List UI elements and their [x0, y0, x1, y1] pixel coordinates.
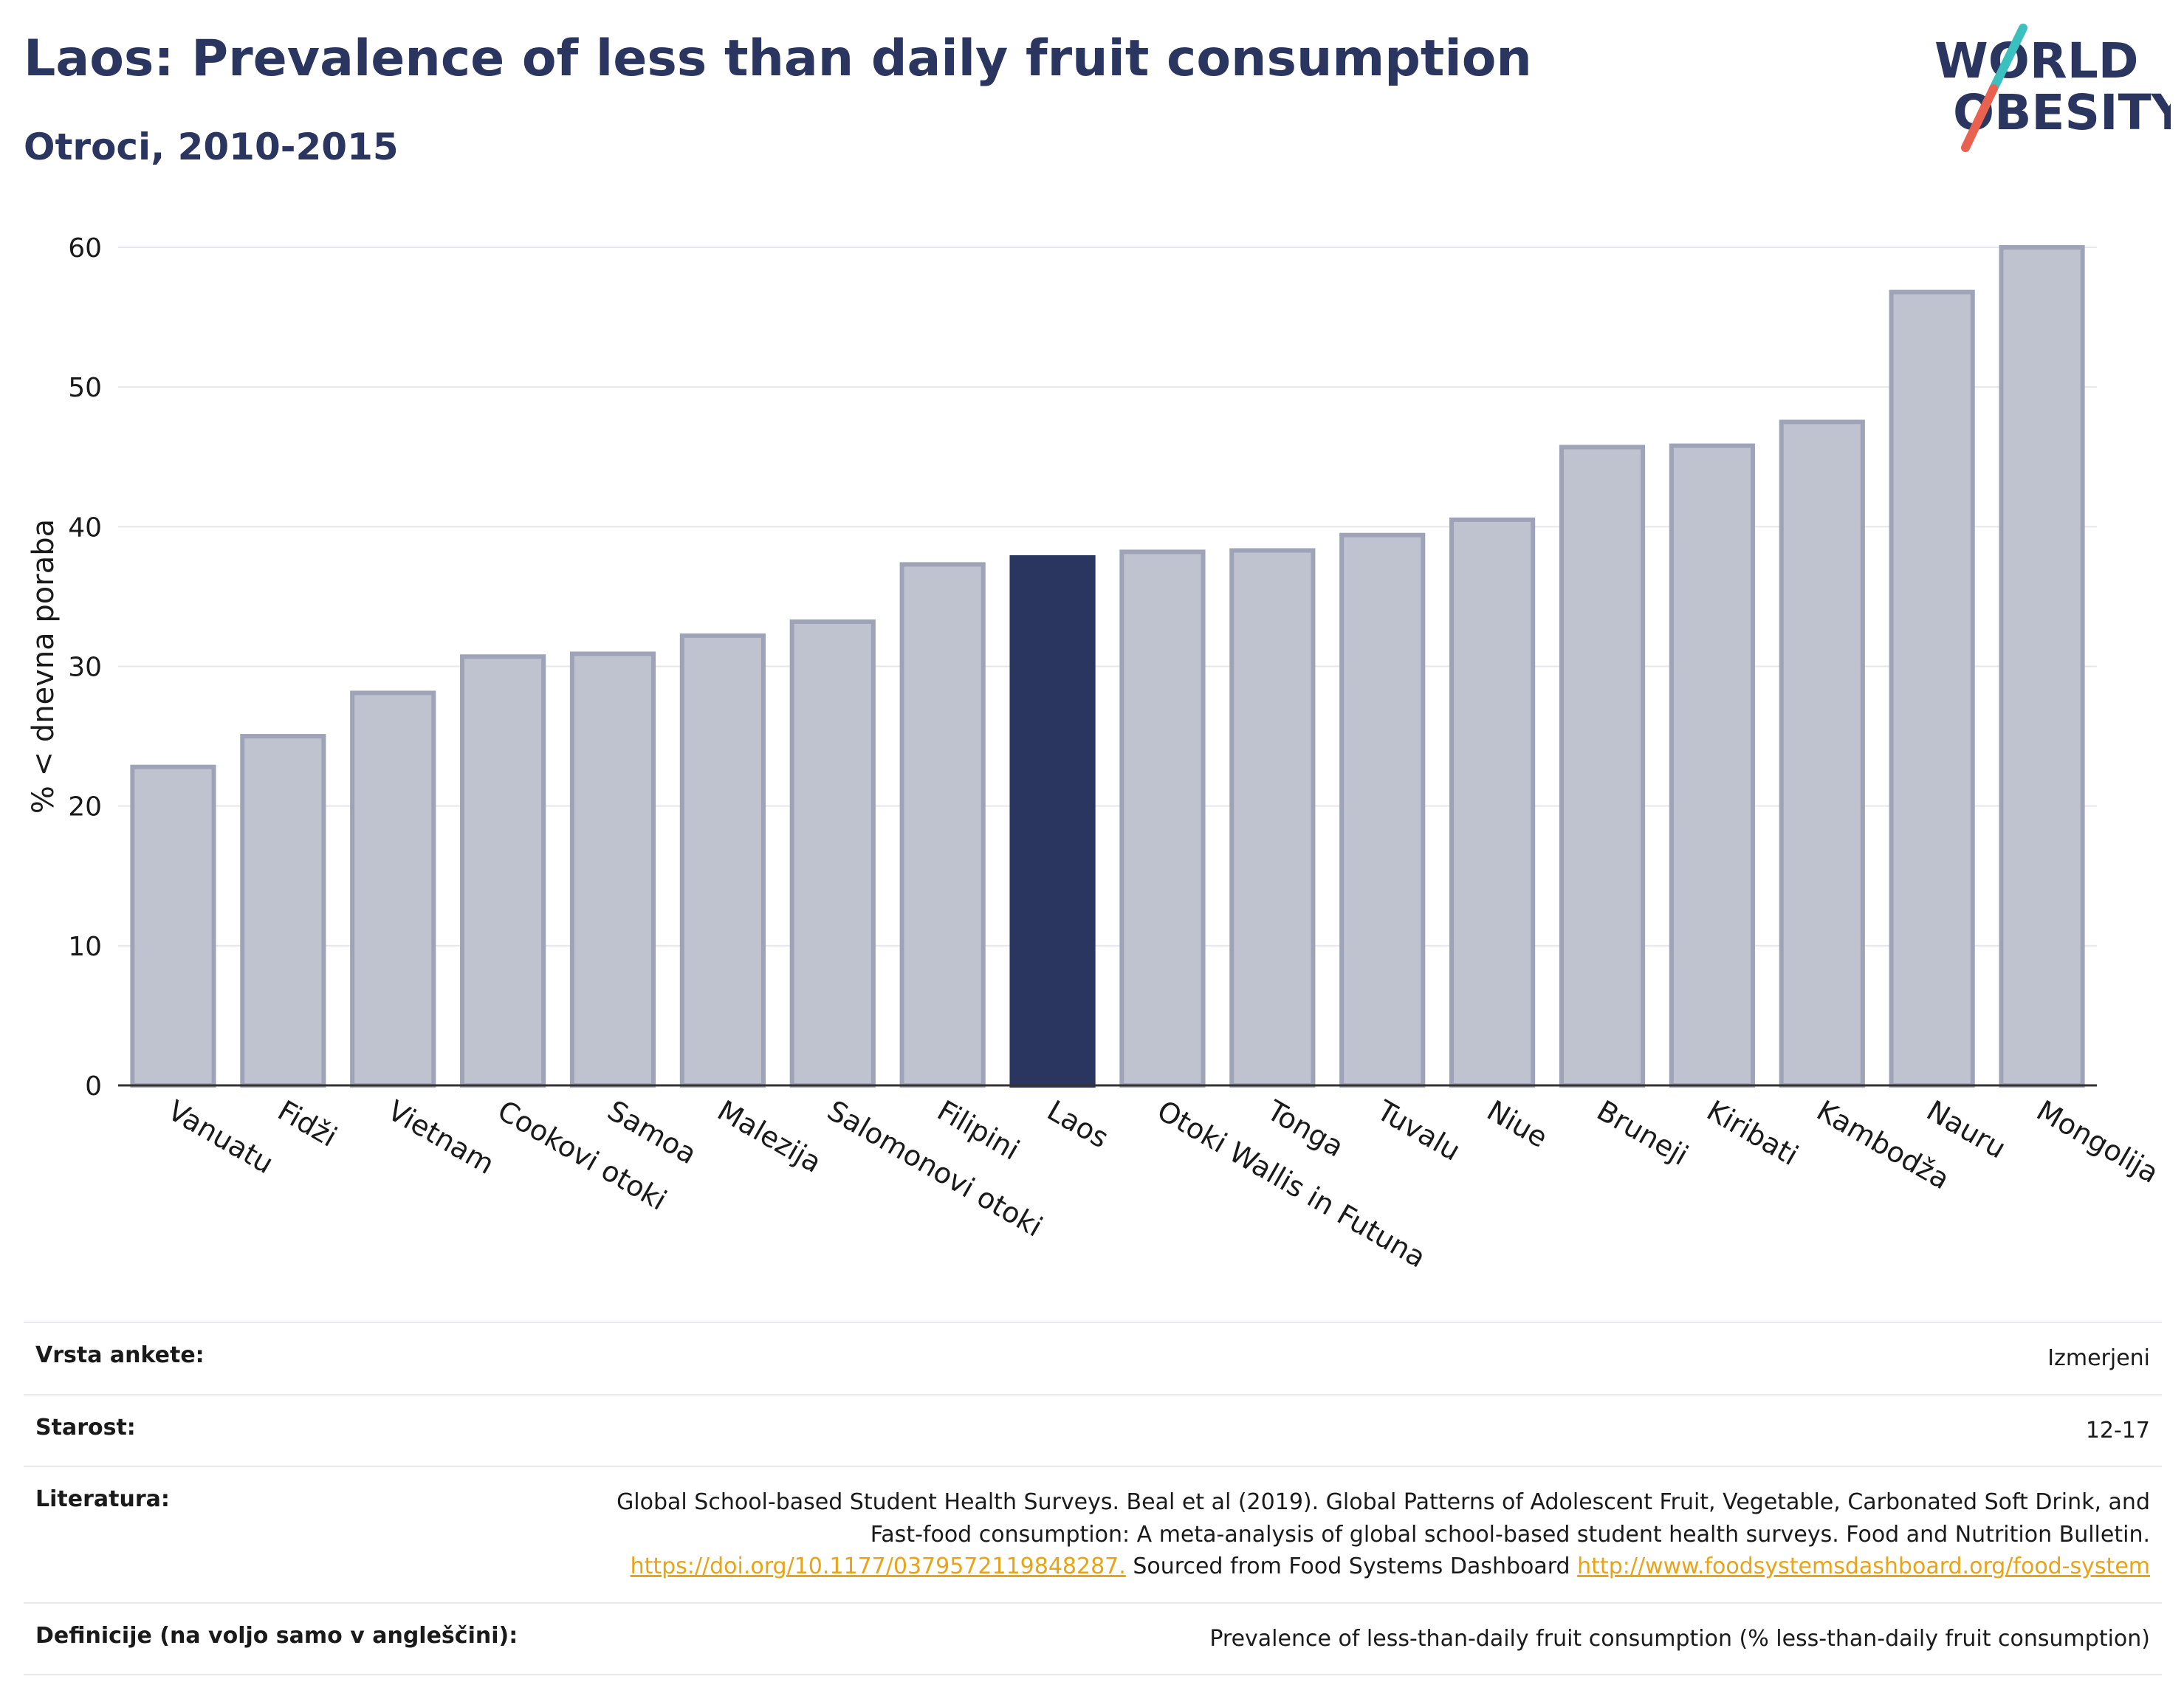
bar-kambodža — [1779, 419, 1865, 1088]
info-key: Starost: — [24, 1393, 564, 1466]
world-obesity-logo: WORLD OBESITY — [1934, 24, 2171, 152]
x-tick-label: Kiribati — [1701, 1094, 1804, 1172]
bar-malezija — [679, 633, 766, 1088]
bar-cookovi-otoki — [460, 654, 546, 1088]
grid-lines — [118, 247, 2097, 947]
food-systems-link[interactable]: http://www.foodsystemsdashboard.org/food… — [1577, 1553, 2150, 1579]
bars — [130, 245, 2085, 1088]
x-tick-label: Tonga — [1261, 1094, 1349, 1163]
bar-otoki-wallis-in-futuna — [1119, 549, 1206, 1088]
chart-title: Laos: Prevalence of less than daily frui… — [24, 30, 1532, 88]
literature-text: Global School-based Student Health Surve… — [617, 1489, 2150, 1548]
bar-niue — [1449, 517, 1536, 1088]
y-tick-label: 10 — [68, 932, 102, 962]
info-value: Izmerjeni — [564, 1322, 2162, 1395]
info-row-age: Starost: 12-17 — [24, 1393, 2162, 1466]
x-tick-label: Mongolija — [2031, 1094, 2164, 1189]
logo-slash-top — [1989, 24, 2027, 93]
info-row-survey-type: Vrsta ankete: Izmerjeni — [24, 1322, 2162, 1395]
doi-link[interactable]: https://doi.org/10.1177/0379572119848287… — [630, 1553, 1126, 1579]
bar-samoa — [569, 651, 656, 1088]
y-tick-labels: 0 10 20 30 40 50 60 — [68, 233, 102, 1102]
info-key: Vrsta ankete: — [24, 1322, 564, 1395]
chart-subtitle: Otroci, 2010-2015 — [24, 126, 399, 168]
bar-mongolija — [1999, 245, 2085, 1088]
x-tick-label: Bruneji — [1592, 1094, 1694, 1172]
bar-bruneji — [1559, 444, 1646, 1088]
y-axis-title: % < dnevna poraba — [27, 519, 61, 814]
x-tick-label: Nauru — [1921, 1094, 2011, 1165]
bar-vanuatu — [130, 764, 216, 1088]
literature-source-text: Sourced from Food Systems Dashboard — [1133, 1553, 1570, 1579]
bar-filipini — [899, 562, 986, 1088]
logo-slash-bottom — [1961, 84, 1998, 152]
y-tick-label: 40 — [68, 512, 102, 543]
bar-vietnam — [350, 690, 436, 1088]
x-tick-label: Fidži — [272, 1094, 343, 1153]
bar-nauru — [1889, 289, 1975, 1088]
info-row-literature: Literatura: Global School-based Student … — [24, 1466, 2162, 1603]
bar-laos — [1009, 555, 1096, 1088]
x-tick-label: Laos — [1042, 1094, 1114, 1155]
logo-line1: WORLD — [1934, 32, 2139, 89]
bar-salomonovi-otoki — [789, 619, 876, 1088]
y-tick-label: 20 — [68, 792, 102, 823]
bar-kiribati — [1669, 443, 1755, 1088]
info-row-definitions: Definicije (na voljo samo v angleščini):… — [24, 1601, 2162, 1675]
x-tick-label: Malezija — [712, 1094, 827, 1179]
info-key: Definicije (na voljo samo v angleščini): — [24, 1601, 564, 1675]
info-table: Vrsta ankete: Izmerjeni Starost: 12-17 L… — [24, 1322, 2162, 1675]
y-tick-label: 0 — [85, 1071, 102, 1102]
y-tick-label: 50 — [68, 373, 102, 403]
x-tick-label: Niue — [1482, 1094, 1553, 1154]
x-tick-label: Vanuatu — [162, 1094, 279, 1180]
bar-tonga — [1229, 548, 1316, 1088]
x-tick-label: Tuvalu — [1371, 1094, 1466, 1167]
y-tick-label: 60 — [68, 233, 102, 264]
bar-fidži — [240, 734, 326, 1088]
info-value: Global School-based Student Health Surve… — [564, 1466, 2162, 1603]
y-tick-label: 30 — [68, 653, 102, 683]
info-value: 12-17 — [564, 1393, 2162, 1466]
info-key: Literatura: — [24, 1466, 564, 1603]
info-value: Prevalence of less-than-daily fruit cons… — [564, 1601, 2162, 1675]
x-tick-label: Vietnam — [382, 1094, 500, 1181]
bar-tuvalu — [1339, 532, 1426, 1088]
